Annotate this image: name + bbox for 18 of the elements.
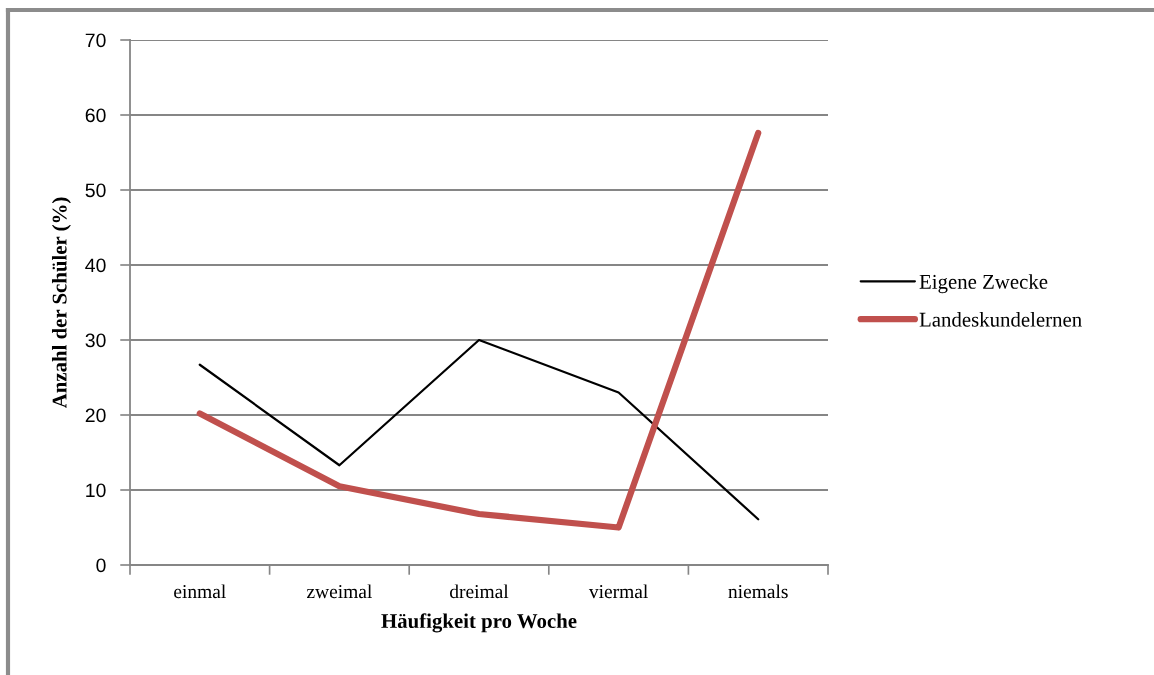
y-tick-label: 40 bbox=[85, 258, 106, 273]
y-tick-label: 30 bbox=[85, 333, 106, 348]
y-tick-label: 10 bbox=[86, 483, 106, 498]
x-tick-label: viermal bbox=[588, 584, 648, 599]
y-tick-label: 60 bbox=[85, 108, 106, 123]
y-tick-label: 0 bbox=[96, 558, 106, 573]
y-tick-label: 20 bbox=[85, 408, 106, 423]
line-series bbox=[198, 338, 760, 521]
legend-label: Eigene Zwecke bbox=[919, 274, 1048, 294]
y-axis-title: Anzahl der Schüler (%) bbox=[51, 197, 71, 409]
legend-label: Landeskundelernen bbox=[919, 312, 1082, 327]
y-tick-label: 70 bbox=[85, 33, 106, 48]
x-tick-label: einmal bbox=[174, 584, 226, 599]
x-axis-title: Häufigkeit pro Woche bbox=[381, 613, 577, 633]
y-tick-label: 50 bbox=[85, 183, 106, 198]
x-tick-label: niemals bbox=[728, 584, 788, 599]
x-tick-label: zweimal bbox=[306, 584, 372, 599]
x-tick-label: dreimal bbox=[450, 584, 509, 599]
